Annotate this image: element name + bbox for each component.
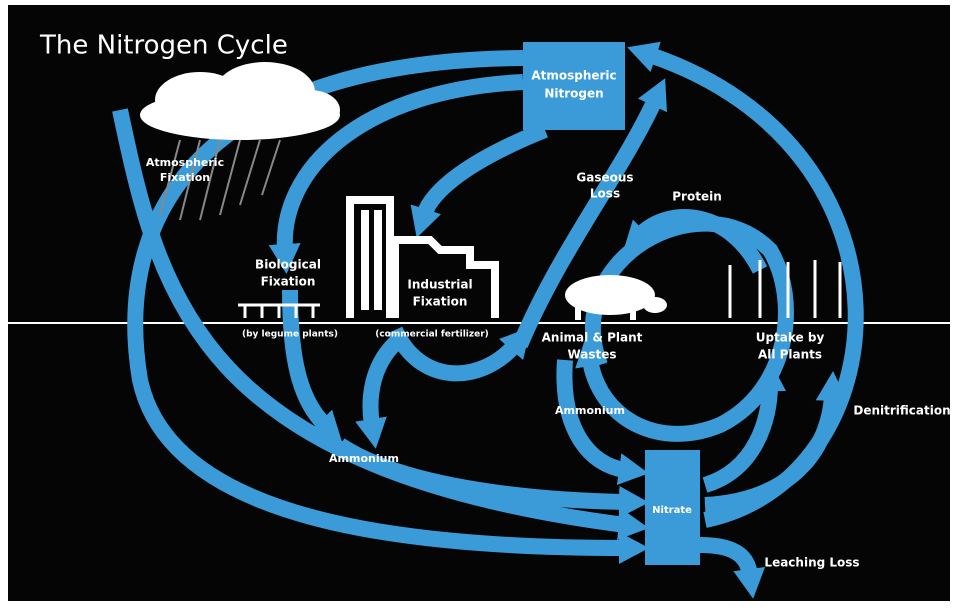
label: Ammonium [555,404,625,417]
label: Fixation [261,275,316,289]
label: (by legume plants) [242,330,338,340]
label: Biological [255,258,321,272]
label: Uptake by [756,331,825,345]
label: Animal & Plant [542,331,643,345]
label: Atmospheric [146,156,224,169]
label: Nitrate [652,505,692,516]
label: Fixation [160,171,210,184]
label: (commercial fertilizer) [375,330,489,340]
label: Wastes [567,348,616,362]
label: Nitrogen [544,87,603,101]
title: The Nitrogen Cycle [39,31,288,61]
background [8,5,950,601]
label: Loss [590,187,620,201]
label: Protein [672,190,722,204]
nitrogen-cycle-diagram: The Nitrogen Cycle Atmospheric Nitrogen … [0,0,957,611]
label: Denitrification [853,404,950,418]
label: Ammonium [329,452,399,465]
label: Atmospheric [531,69,616,83]
label: Fixation [413,295,468,309]
label: All Plants [758,348,822,362]
label: Gaseous [576,171,633,185]
label: Leaching Loss [764,556,859,570]
label: Industrial [407,278,472,292]
